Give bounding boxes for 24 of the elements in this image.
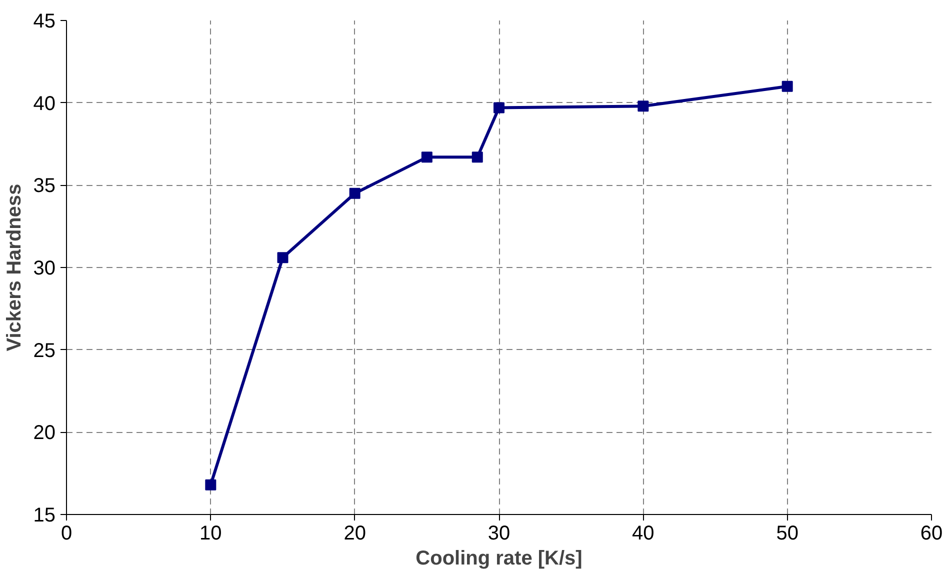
y-axis-title: Vickers Hardness bbox=[3, 184, 26, 352]
point bbox=[421, 152, 432, 163]
point bbox=[638, 100, 649, 112]
x-tick-label: 30 bbox=[488, 522, 510, 544]
point bbox=[349, 188, 360, 199]
point bbox=[205, 479, 216, 490]
y-tick-label: 45 bbox=[33, 10, 56, 32]
x-axis-title: Cooling rate [K/s] bbox=[416, 548, 582, 570]
y-tick-label: 40 bbox=[33, 92, 56, 115]
y-tick-label: 20 bbox=[33, 422, 56, 444]
x-tick-label: 10 bbox=[200, 522, 222, 544]
x-tick-label: 20 bbox=[344, 522, 366, 544]
x-tick-label: 40 bbox=[632, 522, 654, 544]
point bbox=[472, 152, 483, 163]
point bbox=[277, 252, 288, 264]
x-tick-label: 0 bbox=[60, 522, 72, 544]
y-tick-label: 30 bbox=[33, 258, 56, 280]
point bbox=[494, 102, 504, 114]
x-tick-label: 60 bbox=[920, 522, 943, 544]
y-tick-label: 25 bbox=[33, 340, 56, 362]
y-tick-label: 15 bbox=[33, 504, 56, 526]
point bbox=[782, 80, 793, 92]
x-tick-label: 50 bbox=[776, 522, 798, 544]
y-tick-label: 35 bbox=[33, 175, 56, 198]
